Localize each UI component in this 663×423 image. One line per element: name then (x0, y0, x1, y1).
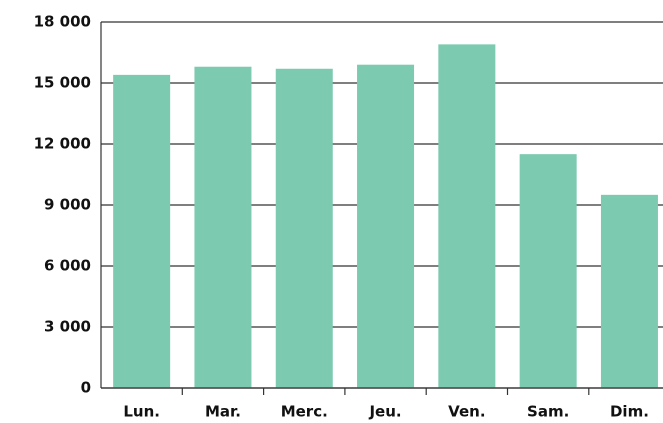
bar (113, 74, 171, 388)
x-tick-label: Sam. (527, 403, 569, 421)
bar (600, 194, 658, 388)
bar (275, 68, 333, 389)
bar (438, 44, 496, 388)
y-tick-label: 3 000 (44, 318, 91, 336)
y-tick-label: 12 000 (34, 135, 91, 153)
y-tick-label: 9 000 (44, 196, 91, 214)
x-tick-label: Jeu. (368, 403, 401, 421)
x-tick-label: Merc. (281, 403, 328, 421)
x-tick-label: Lun. (123, 403, 160, 421)
y-tick-label: 15 000 (34, 74, 91, 92)
x-tick-label: Ven. (448, 403, 485, 421)
y-tick-label: 6 000 (44, 257, 91, 275)
bar (519, 154, 577, 388)
y-tick-label: 0 (81, 379, 91, 397)
y-tick-label: 18 000 (34, 13, 91, 31)
bar (357, 64, 415, 388)
bar (194, 66, 252, 388)
x-tick-label: Mar. (205, 403, 241, 421)
x-tick-label: Dim. (610, 403, 649, 421)
